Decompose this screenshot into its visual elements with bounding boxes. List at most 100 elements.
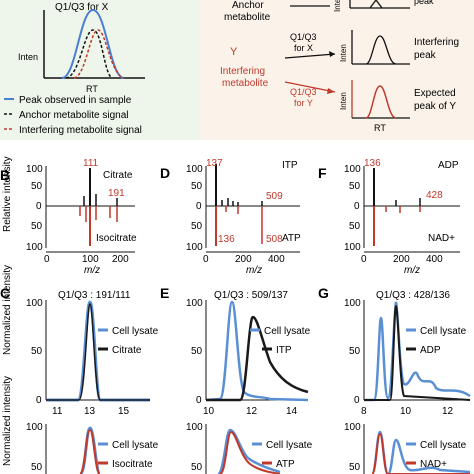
ms-ylabel: Relative intensity [2,156,13,232]
b-ytick-100b: 100 [26,242,43,253]
c-std-trace [46,303,150,401]
d-label-509: 509 [266,191,283,202]
inten-axis-label-left: Inten [18,52,38,62]
g-b-std-trace [371,432,470,474]
e-b-ytick-100: 100 [186,422,203,433]
e-b-lysate-trace [216,428,281,474]
f-ytick-0: 0 [354,201,360,212]
e-std-trace [206,316,309,402]
peak-mid-label2: peak [414,50,437,61]
b-xtick-200: 200 [112,254,129,265]
g-b-ytick-50: 50 [349,462,361,473]
c-ytick-50: 50 [31,346,43,357]
c-b-legend-std: Isocitrate [112,459,153,470]
e-xtick-2: 12 [246,406,258,417]
arrow2-head [327,88,335,94]
arrow1-label-b: for X [294,43,313,53]
g-legend-std: ADP [420,345,441,356]
g-b-legend-std: NAD+ [420,459,447,470]
f-label-136: 136 [364,158,381,169]
mid-mini-peak [365,35,397,65]
d-xtick-200: 200 [235,254,252,265]
d-ytick-100b: 100 [186,242,203,253]
e-b-legend-std: ATP [276,459,295,470]
e-b-legend-lysate: Cell lysate [266,440,313,451]
peak-mid-label: Interfering [414,37,459,48]
panel-c: C Q1/Q3 : 191/111 100 50 0 Cell lysate C… [0,285,159,474]
b-xlabel: m/z [84,265,100,276]
d-top-name: ITP [282,160,298,171]
e-ytick-50: 50 [191,346,203,357]
c-b-ytick-100: 100 [26,422,43,433]
panel-letter-b: B [0,167,10,183]
c-legend-lysate: Cell lysate [112,326,159,337]
f-ytick-50b: 50 [349,221,361,232]
panel-e: E Q1/Q3 : 509/137 100 50 0 Cell lysate I… [160,285,313,474]
q1q3-x-label: Q1/Q3 for X [55,2,109,13]
lc-row: Normalized intensity Normalized intensit… [0,265,471,474]
g-b-lysate-trace [370,430,471,474]
d-ytick-50b: 50 [191,221,203,232]
legend-observed-label: Peak observed in sample [19,95,132,106]
b-ytick-50b: 50 [31,221,43,232]
d-xtick-0: 0 [203,254,209,265]
panel-letter-e: E [160,285,169,301]
anchor-label-2: metabolite [224,12,271,23]
c-xtick-2: 13 [84,406,96,417]
top-mini-peak [369,0,383,9]
g-std-trace [364,304,471,401]
c-ytick-100: 100 [26,298,43,309]
e-title: Q1/Q3 : 509/137 [214,290,288,301]
b-label-111: 111 [83,158,99,169]
c-b-std-trace [79,428,101,474]
d-label-137: 137 [206,158,223,169]
d-ytick-100: 100 [186,164,203,175]
g-ytick-0: 0 [354,395,360,406]
d-label-508: 508 [266,234,283,245]
lc-ylabel-b: Normalized intensity [2,376,13,466]
c-b-legend-lysate: Cell lysate [112,440,159,451]
g-title: Q1/Q3 : 428/136 [376,290,450,301]
f-xtick-400: 400 [426,254,443,265]
b-label-191: 191 [108,188,125,199]
g-xtick-3: 12 [442,406,454,417]
legend-anchor-label: Anchor metabolite signal [19,110,129,121]
arrow-to-expected-peak [284,81,336,93]
b-ytick-0: 0 [36,201,42,212]
b-ytick-50: 50 [31,181,43,192]
e-legend-std: ITP [276,345,292,356]
b-xtick-100: 100 [82,254,99,265]
d-xtick-400: 400 [268,254,285,265]
d-ytick-50: 50 [191,181,203,192]
g-xtick-1: 8 [361,406,367,417]
interfering-label-2: metabolite [222,78,269,89]
e-xtick-3: 14 [286,406,298,417]
arrow1-label: Q1/Q3 [290,32,317,42]
e-ytick-100: 100 [186,298,203,309]
e-lysate-trace [205,300,309,402]
f-label-428: 428 [426,190,443,201]
interfering-label-1: Interfering [220,66,265,77]
g-ytick-50: 50 [349,346,361,357]
anchor-label-1: Anchor [232,0,264,11]
g-legend-lysate: Cell lysate [420,326,467,337]
bot-mini-peak [365,85,397,119]
peak-bot-label: Expected [414,88,456,99]
panel-letter-g: G [318,285,329,301]
g-b-legend-lysate: Cell lysate [420,440,467,451]
ms-row: Relative intensity B 100 50 0 50 100 111… [0,156,460,276]
legend-interfering-label: Interfering metabolite signal [19,125,142,136]
b-xtick-0: 0 [44,254,50,265]
arrow-to-interfering-peak [284,53,336,59]
c-title: Q1/Q3 : 191/111 [58,290,131,301]
panel-g: G Q1/Q3 : 428/136 100 50 0 Cell lysate A… [318,285,471,474]
f-bottom-name: NAD+ [428,233,455,244]
panel-b: B 100 50 0 50 100 111 191 Citrate Isocit… [0,158,137,276]
panel-f: F 100 50 0 50 100 136 428 ADP NAD+ 0 200… [318,158,460,276]
rt-axis-label-right: RT [374,123,386,133]
f-xtick-0: 0 [361,254,367,265]
interfering-signal-curve [73,29,125,79]
d-bottom-name: ATP [282,233,301,244]
top-right-panel-bg [200,0,474,140]
g-lysate-trace [364,301,471,402]
